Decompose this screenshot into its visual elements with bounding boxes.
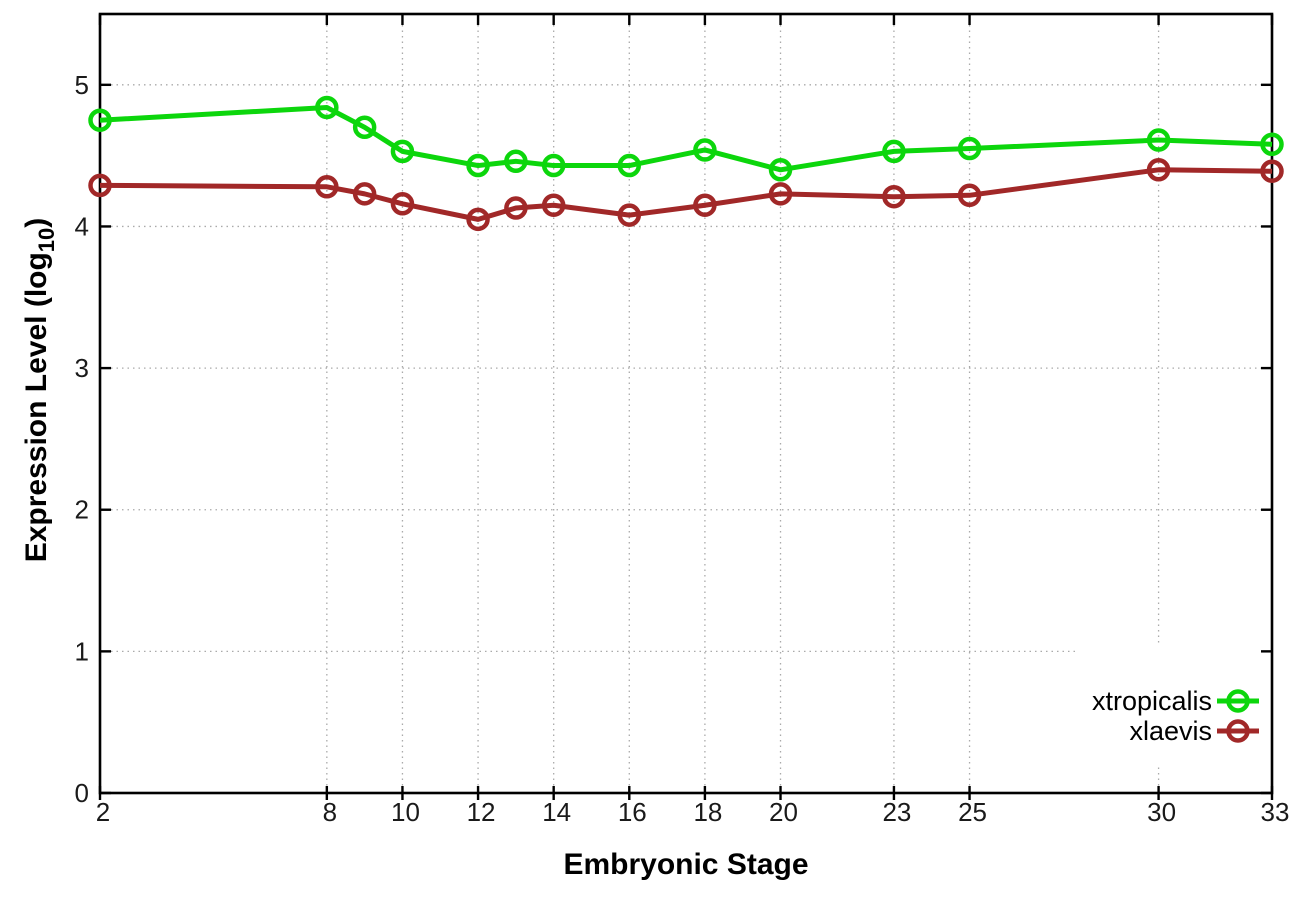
x-tick-label: 16 xyxy=(618,797,647,827)
legend-label-xtropicalis: xtropicalis xyxy=(1092,686,1212,716)
data-point-xlaevis xyxy=(541,193,566,217)
x-tick-label: 20 xyxy=(769,797,798,827)
y-tick-label: 1 xyxy=(75,636,89,666)
y-tick-label: 2 xyxy=(75,495,89,525)
x-tick-label: 18 xyxy=(693,797,722,827)
data-point-xlaevis xyxy=(768,182,793,206)
legend-marker-xlaevis xyxy=(1226,719,1250,743)
data-point-xtropicalis xyxy=(88,108,112,132)
x-axis-title: Embryonic Stage xyxy=(563,848,808,881)
series-line-xlaevis xyxy=(99,167,1273,222)
data-point-xlaevis xyxy=(882,184,906,209)
data-point-xlaevis xyxy=(352,182,377,206)
data-point-xtropicalis xyxy=(1146,128,1171,152)
y-axis-title-subscript: 10 xyxy=(34,228,59,252)
data-point-xtropicalis xyxy=(693,138,717,162)
legend-label-xlaevis: xlaevis xyxy=(1129,716,1212,746)
data-point-xlaevis xyxy=(88,173,112,198)
x-tick-label: 12 xyxy=(467,797,496,827)
data-point-xlaevis xyxy=(957,183,982,208)
x-tick-label: 33 xyxy=(1261,797,1290,827)
x-tick-label: 25 xyxy=(958,797,987,827)
data-point-xlaevis xyxy=(466,207,490,232)
plot-layer: 2 8 10 12 14 16 18 20 23 25 30 33012345xtropicalisx… xyxy=(75,12,1290,827)
y-tick-label: 0 xyxy=(75,778,89,808)
data-point-xtropicalis xyxy=(768,158,793,182)
legend-background xyxy=(1078,645,1266,767)
data-point-xtropicalis xyxy=(466,153,490,178)
x-tick-label: 2 xyxy=(96,797,110,827)
data-point-xtropicalis xyxy=(352,115,377,140)
x-tick-label: 10 xyxy=(391,797,420,827)
y-tick-label: 5 xyxy=(75,70,89,100)
data-point-xlaevis xyxy=(504,196,528,220)
data-point-xtropicalis xyxy=(1260,132,1284,157)
x-tick-label: 14 xyxy=(542,797,571,827)
x-tick-label: 23 xyxy=(882,797,911,827)
x-tick-label: 30 xyxy=(1147,797,1176,827)
y-axis-title-main: Expression Level (log xyxy=(20,252,53,562)
data-point-xtropicalis xyxy=(882,139,906,164)
data-point-xtropicalis xyxy=(390,139,415,164)
legend-marker-xtropicalis xyxy=(1226,689,1250,713)
x-tick-label: 8 xyxy=(323,797,337,827)
data-point-xlaevis xyxy=(315,175,339,199)
y-axis-title: Expression Level (log10) xyxy=(20,218,59,563)
data-point-xlaevis xyxy=(617,203,642,227)
data-point-xtropicalis xyxy=(315,95,339,120)
y-axis-title-close: ) xyxy=(20,218,53,228)
data-point-xtropicalis xyxy=(957,136,982,161)
data-point-xtropicalis xyxy=(504,149,528,174)
y-tick-label: 4 xyxy=(75,211,89,241)
data-point-xtropicalis xyxy=(617,153,642,178)
series-line-xtropicalis xyxy=(99,104,1273,173)
data-point-xlaevis xyxy=(1146,158,1171,182)
data-point-xlaevis xyxy=(390,192,415,216)
data-point-xlaevis xyxy=(693,193,717,217)
data-point-xtropicalis xyxy=(541,153,566,178)
y-tick-label: 3 xyxy=(75,353,89,383)
data-point-xlaevis xyxy=(1260,159,1284,183)
plot-border xyxy=(98,12,1274,795)
